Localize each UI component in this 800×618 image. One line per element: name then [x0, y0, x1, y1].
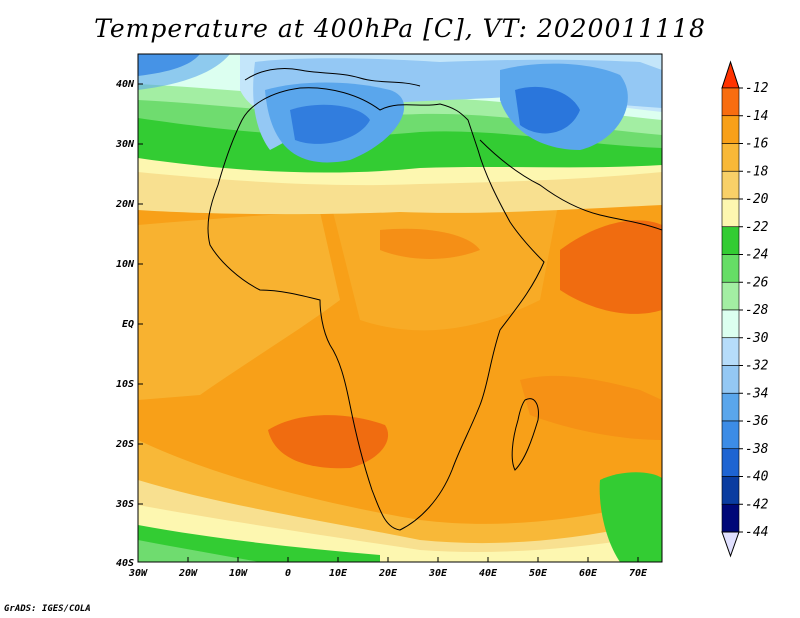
colorbar-swatch	[721, 143, 740, 172]
africa-coastline	[207, 87, 545, 531]
region-hot-indian-ocean	[520, 375, 662, 440]
colorbar-label: -20	[745, 192, 769, 207]
lat-label: 10N	[116, 259, 135, 270]
colorbar-label: -34	[745, 386, 768, 401]
colorbar-swatch	[721, 115, 740, 144]
colorbar-label: -32	[745, 359, 769, 374]
lat-label: 30S	[115, 499, 134, 510]
colorbar-label: -30	[745, 331, 769, 346]
colorbar-bottom-arrow	[721, 531, 740, 558]
longitude-axis: 30W 20W 10W 0 10E 20E 30E 40E 50E 60E 70…	[128, 568, 648, 579]
lon-label: 10W	[229, 568, 248, 579]
colorbar-label: -42	[745, 497, 769, 512]
arabia-coastline	[479, 139, 662, 231]
region-warm-band-central	[330, 192, 560, 331]
coastlines	[207, 67, 662, 531]
latitude-axis: 40N 30N 20N 10N EQ 10S 20S 30S 40S	[115, 79, 135, 569]
colorbar-swatch	[721, 281, 740, 311]
region-green-mid-southwest	[138, 540, 260, 562]
colorbar: -12 -14 -16 -18 -20 -22 -24 -26 -28 -30 -32 -34 -36 -…	[721, 60, 769, 558]
lon-label: 30W	[128, 568, 148, 579]
lat-label: 30N	[115, 139, 135, 150]
europe-coastline	[244, 67, 421, 87]
region-green-dark-southeast	[599, 472, 662, 562]
colorbar-label: -44	[745, 525, 768, 540]
colorbar-label: -28	[745, 303, 769, 318]
region-blue-deep-east	[515, 86, 580, 134]
colorbar-swatch	[721, 392, 740, 422]
region-hot-south-atlantic	[268, 415, 389, 469]
lon-label: 50E	[529, 568, 548, 579]
lat-label: EQ	[122, 319, 134, 330]
credit-text: GrADS: IGES/COLA	[4, 604, 91, 614]
region-warm-band-west	[138, 212, 340, 400]
colorbar-swatch	[721, 309, 740, 339]
axis-ticks	[137, 83, 639, 563]
colorbar-label: -14	[745, 109, 768, 124]
lon-label: 10E	[329, 568, 348, 579]
lat-label: 40S	[116, 558, 134, 569]
colorbar-swatch	[721, 365, 740, 394]
colorbar-top-arrow	[721, 60, 740, 89]
colorbar-label: -36	[745, 414, 769, 429]
colorbar-label: -38	[745, 442, 769, 457]
colorbar-swatch	[721, 420, 740, 450]
colorbar-swatch	[721, 337, 740, 366]
lon-label: 0	[285, 568, 291, 579]
madagascar-coastline	[511, 398, 539, 471]
region-green-dark-north	[138, 110, 662, 173]
lon-label: 30E	[428, 568, 448, 579]
temperature-field	[138, 54, 662, 562]
region-blue-mid-corner	[138, 54, 230, 90]
lon-label: 60E	[579, 568, 598, 579]
lat-label: 20N	[115, 199, 135, 210]
lon-label: 20E	[378, 568, 398, 579]
colorbar-label: -24	[745, 248, 768, 263]
colorbar-label: -18	[745, 164, 769, 179]
colorbar-swatch	[721, 503, 740, 533]
colorbar-swatch	[721, 448, 740, 477]
chart-title: Temperature at 400hPa [C], VT: 202001111…	[94, 14, 706, 43]
colorbar-swatch	[721, 198, 740, 228]
region-hot-sahel	[380, 228, 480, 259]
colorbar-swatch	[721, 87, 740, 117]
lon-label: 70E	[629, 568, 648, 579]
colorbar-swatch	[721, 476, 740, 505]
colorbar-swatch	[721, 170, 740, 200]
colorbar-label: -12	[745, 81, 769, 96]
colorbar-label: -16	[745, 137, 769, 152]
lat-label: 10S	[116, 379, 134, 390]
region-blue-deep-north-a	[290, 104, 370, 144]
lon-label: 20W	[178, 568, 198, 579]
colorbar-label: -26	[745, 275, 769, 290]
map-frame	[137, 53, 663, 563]
lat-label: 40N	[116, 79, 135, 90]
lon-label: 40E	[479, 568, 498, 579]
lat-label: 20S	[115, 439, 134, 450]
colorbar-swatch	[721, 226, 740, 255]
colorbar-swatch	[721, 254, 740, 283]
colorbar-label: -40	[745, 470, 769, 485]
region-hot-arabian-sea	[560, 220, 662, 314]
colorbar-label: -22	[745, 220, 769, 235]
